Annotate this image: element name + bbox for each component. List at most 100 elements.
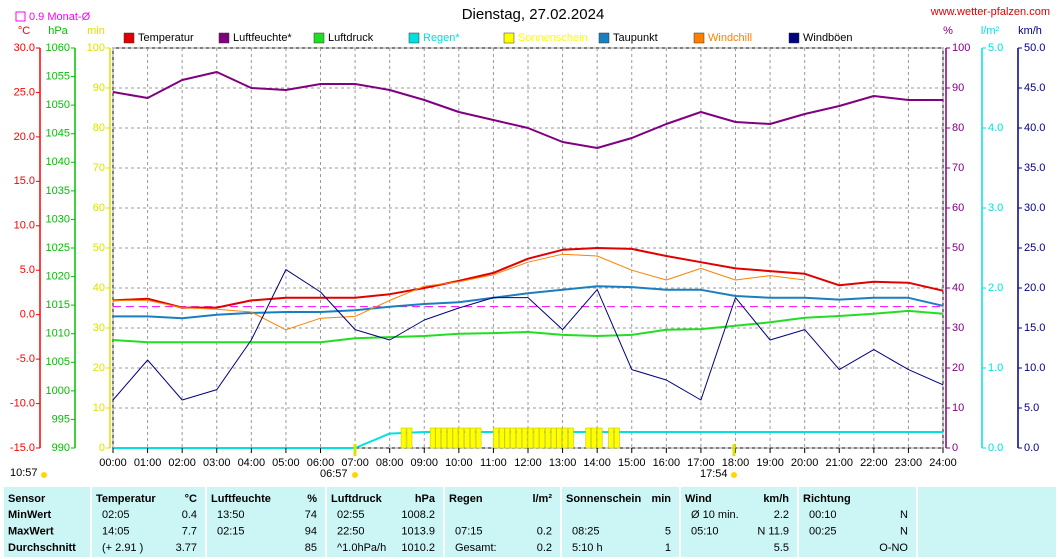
legend-label: Taupunkt <box>613 32 658 44</box>
axis-unit: % <box>943 25 953 37</box>
table-cell: 08:25 <box>572 525 600 537</box>
source-link[interactable]: www.wetter-pfalzen.com <box>930 6 1050 18</box>
table-cell: 0.2 <box>537 525 552 537</box>
legend-label: Temperatur <box>138 32 194 44</box>
y-tick-label: 35.0 <box>1024 162 1045 174</box>
table-cell: N <box>900 509 908 521</box>
table-cell: 5:10 h <box>572 542 603 554</box>
y-tick-label: 1020 <box>46 270 70 282</box>
grid <box>112 47 944 449</box>
table-row-label: MinWert <box>8 509 52 521</box>
y-tick-label: -10.0 <box>10 397 35 409</box>
table-cell: 05:10 <box>691 525 719 537</box>
table-cell: 85 <box>305 542 317 554</box>
table-cell: 3.77 <box>176 542 197 554</box>
table-header-unit: km/h <box>763 493 789 505</box>
series-line <box>112 247 944 309</box>
x-tick-label: 07:00 <box>341 457 369 469</box>
y-tick-label: 10 <box>93 402 105 414</box>
sunshine-bar <box>469 427 476 449</box>
table-cell: 74 <box>305 509 317 521</box>
y-tick-label: 25.0 <box>14 86 35 98</box>
sunshine-bar <box>441 427 447 449</box>
table-cell: 7.7 <box>182 525 197 537</box>
x-tick-label: 21:00 <box>825 457 853 469</box>
table-cell: 1 <box>665 542 671 554</box>
x-tick-label: 22:00 <box>860 457 888 469</box>
y-tick-label: 60 <box>93 202 105 214</box>
x-tick-label: 16:00 <box>653 457 681 469</box>
x-tick-label: 04:00 <box>238 457 266 469</box>
y-tick-label: 1045 <box>46 128 70 140</box>
table-header-unit: hPa <box>415 493 436 505</box>
y-tick-label: -15.0 <box>10 442 35 454</box>
x-tick-label: 23:00 <box>895 457 923 469</box>
monthly-average-label: 0.9 Monat-Ø <box>29 11 91 23</box>
y-tick-label: 1050 <box>46 99 70 111</box>
y-tick-label: 70 <box>952 162 964 174</box>
table-cell: 5.5 <box>774 542 789 554</box>
sunshine-bar <box>475 427 482 449</box>
y-tick-label: 3.0 <box>988 202 1003 214</box>
y-tick-label: 80 <box>93 122 105 134</box>
sunshine-bar <box>510 427 517 449</box>
table-cell: 02:55 <box>337 509 365 521</box>
y-tick-label: 995 <box>52 413 70 425</box>
x-tick-label: 08:00 <box>376 457 404 469</box>
y-tick-label: 10.0 <box>14 220 35 232</box>
series-line <box>112 269 944 401</box>
y-tick-label: 1015 <box>46 299 70 311</box>
x-tick-label: 10:00 <box>445 457 473 469</box>
table-row-label: MaxWert <box>8 525 54 537</box>
x-tick-label: 01:00 <box>134 457 162 469</box>
table-cell: 1013.9 <box>401 525 435 537</box>
table-cell: 1008.2 <box>401 509 435 521</box>
table-cell-bg <box>92 487 205 557</box>
table-cell: 00:10 <box>809 509 837 521</box>
legend-label: Windböen <box>803 32 853 44</box>
series-line <box>112 71 943 149</box>
table-header: Luftdruck <box>331 493 383 505</box>
sunshine-bar <box>516 427 522 449</box>
legend-swatch <box>123 32 135 44</box>
legend-label: Windchill <box>708 32 752 44</box>
table-header: Luftfeuchte <box>211 493 271 505</box>
y-tick-label: 60 <box>952 202 964 214</box>
y-tick-label: 80 <box>952 122 964 134</box>
table-cell-bg <box>799 487 916 557</box>
sun-time-label: 17:54 <box>700 468 728 480</box>
x-tick-label: 24:00 <box>929 457 957 469</box>
sunshine-bar <box>429 427 436 449</box>
sunshine-bar <box>458 427 465 449</box>
sunshine-bar <box>544 427 551 449</box>
table-cell: 0.2 <box>537 542 552 554</box>
table-header: Temperatur <box>96 493 156 505</box>
legend-swatch <box>218 32 230 44</box>
y-tick-label: 1010 <box>46 328 70 340</box>
x-tick-label: 14:00 <box>583 457 611 469</box>
y-tick-label: 20 <box>952 362 964 374</box>
y-tick-label: 50 <box>952 242 964 254</box>
table-cell: O-NO <box>879 542 908 554</box>
legend-swatch <box>503 32 515 44</box>
axis-unit: km/h <box>1018 25 1042 37</box>
summary-table: Sensor Temperatur °C Luftfeuchte% Luftdruck h… <box>4 487 1056 557</box>
y-tick-label: 90 <box>93 82 105 94</box>
x-tick-label: 15:00 <box>618 457 646 469</box>
table-cell: 14:05 <box>102 525 130 537</box>
x-tick-label: 09:00 <box>410 457 438 469</box>
x-tick-label: 13:00 <box>549 457 577 469</box>
sunshine-bar <box>533 427 540 449</box>
sunshine-bar <box>556 427 563 449</box>
y-tick-label: 990 <box>52 442 70 454</box>
table-header: Regen <box>449 493 483 505</box>
table-cell-bg <box>445 487 560 557</box>
y-tick-label: 50.0 <box>1024 42 1045 54</box>
x-tick-label: 18:00 <box>722 457 750 469</box>
sunshine-bar <box>614 427 620 449</box>
y-tick-label: 0 <box>99 442 105 454</box>
table-cell: 22:50 <box>337 525 365 537</box>
y-tick-label: 0 <box>952 442 958 454</box>
y-tick-label: 30 <box>93 322 105 334</box>
y-tick-label: 20.0 <box>14 131 35 143</box>
